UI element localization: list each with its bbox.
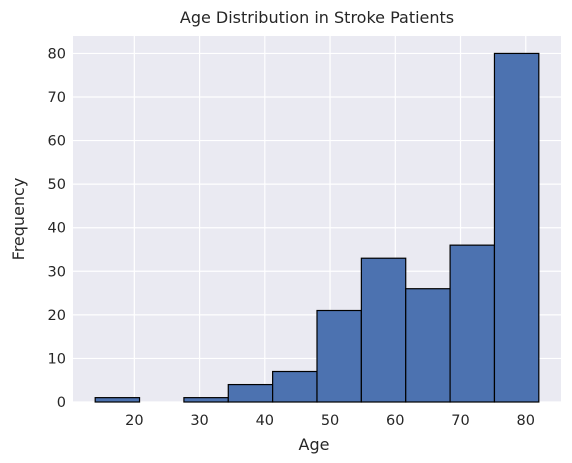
x-axis-label: Age [299,435,330,454]
histogram-bar [273,372,317,403]
histogram-bar [184,398,228,402]
y-tick-labels: 0 10 20 30 40 50 60 70 80 [48,46,66,411]
chart-title: Age Distribution in Stroke Patients [180,8,454,27]
y-tick-label: 30 [48,264,66,280]
x-tick-label: 50 [321,413,339,429]
y-tick-label: 70 [48,90,66,106]
y-tick-label: 20 [48,308,66,324]
x-tick-label: 40 [256,413,274,429]
y-tick-label: 60 [48,134,66,150]
x-tick-label: 30 [190,413,208,429]
histogram-bar [95,398,139,402]
y-tick-label: 40 [48,221,66,237]
y-tick-label: 10 [48,351,66,367]
y-tick-label: 50 [48,177,66,193]
histogram-bar [228,385,272,402]
y-axis-label: Frequency [9,178,28,261]
histogram-bar [406,289,450,402]
histogram-bar [317,311,361,403]
x-tick-labels: 20 30 40 50 60 70 80 [125,413,535,429]
histogram-bar [361,258,405,402]
histogram-bar [494,53,538,402]
x-tick-label: 60 [386,413,404,429]
histogram-bar [450,245,494,402]
x-tick-label: 70 [451,413,469,429]
x-tick-label: 80 [517,413,535,429]
y-tick-label: 80 [48,46,66,62]
y-tick-label: 0 [57,395,66,411]
x-tick-label: 20 [125,413,143,429]
